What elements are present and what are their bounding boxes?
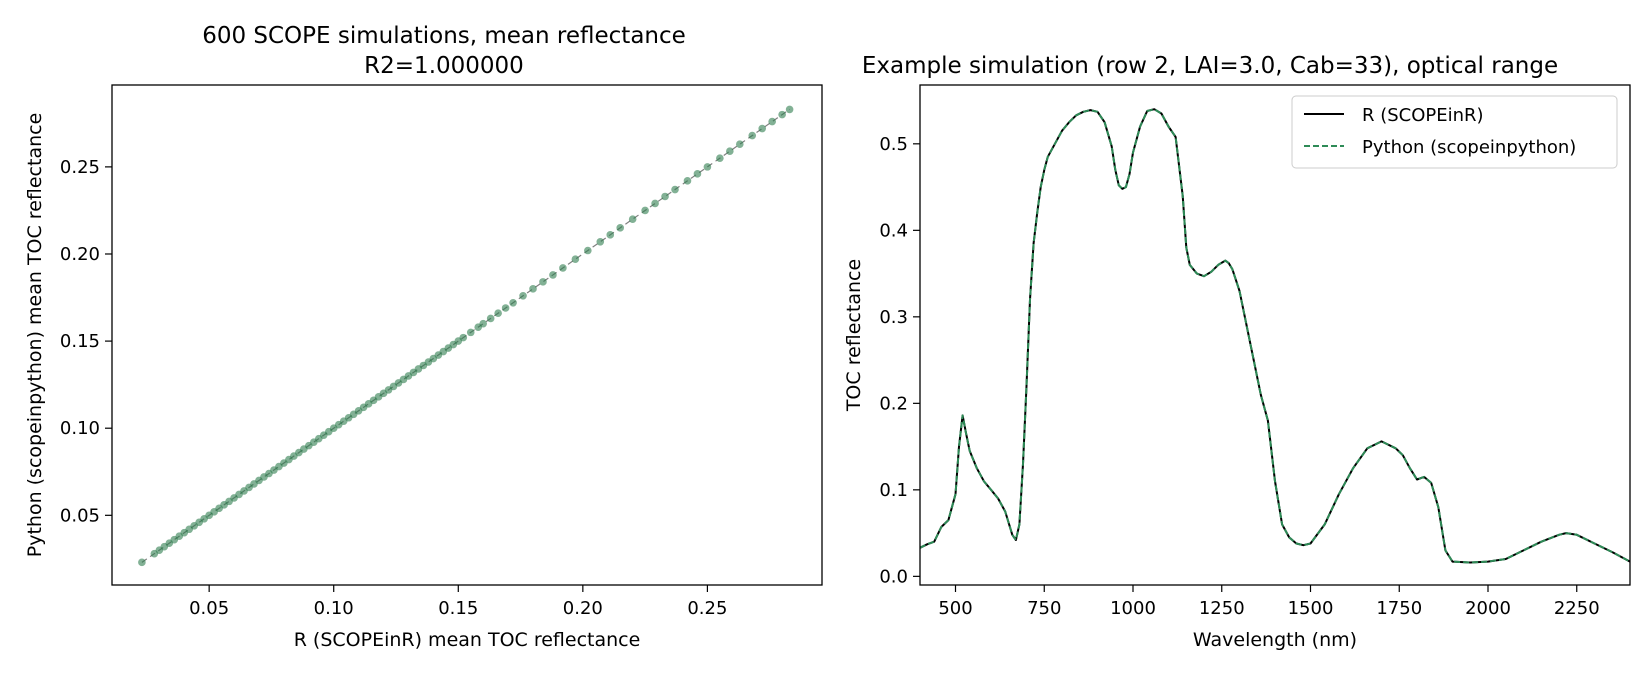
scatter-point bbox=[726, 147, 734, 156]
scatter-point bbox=[778, 110, 786, 119]
scatter-point bbox=[748, 131, 757, 140]
spectrum-axes-frame bbox=[919, 84, 1631, 586]
scatter-axes-frame bbox=[111, 84, 823, 586]
spectrum-x-tick-label: 1750 bbox=[1376, 598, 1422, 619]
spectrum-y-tick-label: 0.5 bbox=[879, 134, 908, 155]
scatter-point bbox=[509, 298, 517, 307]
spectrum-x-ticks: 500 750 1000 1250 1500 1750 2000 2250 bbox=[938, 585, 1600, 619]
scatter-point bbox=[606, 231, 615, 239]
scatter-point bbox=[596, 237, 605, 246]
series-line-r bbox=[920, 108, 1630, 564]
legend-label-r: R (SCOPEinR) bbox=[1362, 105, 1484, 126]
scatter-y-tick-label: 0.10 bbox=[60, 418, 100, 439]
scatter-point bbox=[661, 192, 669, 201]
legend-label-python: Python (scopeinpython) bbox=[1362, 137, 1576, 158]
scatter-y-axis-label: Python (scopeinpython) mean TOC reflecta… bbox=[24, 113, 46, 558]
series-line-python bbox=[920, 108, 1630, 564]
scatter-point bbox=[549, 271, 557, 279]
spectrum-x-tick-label: 1000 bbox=[1110, 598, 1156, 619]
spectrum-x-tick-label: 2000 bbox=[1465, 598, 1511, 619]
scatter-x-tick-label: 0.20 bbox=[563, 598, 603, 619]
spectrum-y-tick-label: 0.3 bbox=[879, 307, 908, 328]
scatter-x-tick-label: 0.25 bbox=[687, 598, 727, 619]
spectrum-y-axis-label: TOC reflectance bbox=[843, 259, 865, 412]
scatter-point bbox=[466, 328, 475, 337]
scatter-point bbox=[735, 140, 744, 149]
spectrum-x-tick-label: 1250 bbox=[1199, 598, 1245, 619]
scatter-point bbox=[486, 314, 495, 323]
scatter-point bbox=[459, 333, 468, 342]
spectrum-y-tick-label: 0.1 bbox=[879, 480, 908, 501]
scatter-subtitle: R2=1.000000 bbox=[364, 53, 524, 79]
scatter-point bbox=[641, 206, 649, 215]
scatter-point bbox=[703, 163, 712, 171]
scatter-x-tick-label: 0.10 bbox=[314, 598, 354, 619]
spectrum-panel: Example simulation (row 2, LAI=3.0, Cab=… bbox=[843, 53, 1631, 651]
scatter-point bbox=[138, 558, 146, 567]
scatter-point bbox=[529, 285, 537, 293]
scatter-point bbox=[584, 246, 592, 255]
scatter-point bbox=[479, 319, 487, 328]
scatter-point bbox=[571, 255, 580, 264]
scatter-point bbox=[519, 292, 527, 300]
scatter-y-ticks: 0.05 0.10 0.15 0.20 0.25 bbox=[60, 157, 112, 526]
scatter-x-ticks: 0.05 0.10 0.15 0.20 0.25 bbox=[189, 585, 727, 619]
scatter-point bbox=[494, 309, 502, 318]
scatter-x-axis-label: R (SCOPEinR) mean TOC reflectance bbox=[294, 629, 641, 651]
spectrum-y-tick-label: 0.0 bbox=[879, 566, 908, 587]
spectrum-title: Example simulation (row 2, LAI=3.0, Cab=… bbox=[862, 53, 1558, 79]
scatter-point bbox=[716, 154, 724, 162]
scatter-point bbox=[693, 170, 702, 178]
spectrum-x-tick-label: 1500 bbox=[1288, 598, 1334, 619]
spectrum-data bbox=[920, 108, 1630, 564]
scatter-y-tick-label: 0.15 bbox=[60, 331, 100, 352]
scatter-point bbox=[651, 199, 659, 208]
scatter-point bbox=[683, 177, 692, 185]
scatter-y-tick-label: 0.25 bbox=[60, 157, 100, 178]
scatter-point bbox=[616, 224, 625, 232]
spectrum-x-tick-label: 500 bbox=[938, 598, 972, 619]
scatter-x-tick-label: 0.05 bbox=[189, 598, 229, 619]
legend-box bbox=[1291, 95, 1618, 169]
scatter-point bbox=[539, 278, 547, 286]
spectrum-x-tick-label: 2250 bbox=[1554, 598, 1600, 619]
scatter-title: 600 SCOPE simulations, mean reflectance bbox=[202, 23, 686, 49]
scatter-y-tick-label: 0.20 bbox=[60, 244, 100, 265]
spectrum-x-tick-label: 750 bbox=[1027, 598, 1061, 619]
scatter-point bbox=[628, 215, 637, 223]
legend: R (SCOPEinR) Python (scopeinpython) bbox=[1291, 95, 1618, 169]
scatter-panel: 600 SCOPE simulations, mean reflectance … bbox=[24, 23, 823, 651]
scatter-x-tick-label: 0.15 bbox=[438, 598, 478, 619]
scatter-point bbox=[758, 124, 767, 133]
spectrum-y-tick-label: 0.4 bbox=[879, 220, 908, 241]
spectrum-y-tick-label: 0.2 bbox=[879, 393, 908, 414]
scatter-data bbox=[138, 105, 794, 567]
scatter-point bbox=[559, 264, 567, 272]
scatter-y-tick-label: 0.05 bbox=[60, 505, 100, 526]
scatter-point bbox=[501, 304, 510, 312]
spectrum-x-axis-label: Wavelength (nm) bbox=[1193, 629, 1357, 651]
scatter-point bbox=[785, 105, 794, 114]
scatter-point bbox=[768, 117, 776, 126]
scatter-point bbox=[671, 185, 679, 194]
spectrum-y-ticks: 0.0 0.1 0.2 0.3 0.4 0.5 bbox=[879, 134, 920, 587]
